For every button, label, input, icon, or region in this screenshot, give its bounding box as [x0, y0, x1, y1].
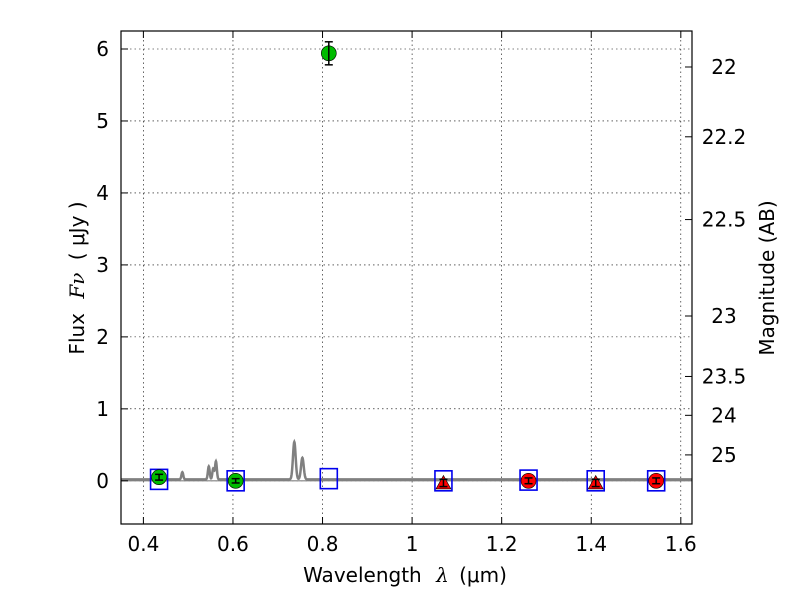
upper-limit-errorbar-2 [591, 478, 600, 488]
model-box-1 [226, 470, 245, 492]
grid-lines [121, 31, 692, 524]
y2-tick-label-6: 25 [711, 443, 736, 467]
model-box-5 [586, 470, 606, 492]
model-box-0 [149, 468, 169, 491]
model-box-4 [519, 469, 538, 491]
detection-errorbar-1 [231, 477, 240, 484]
y2-tick-label-3: 23 [711, 304, 736, 328]
x-tick-label-0: 0.4 [127, 532, 159, 556]
plot-frame [120, 30, 693, 525]
y2-tick-label-0: 22 [711, 55, 736, 79]
model-box-3 [434, 470, 453, 492]
upper-limit-errorbar-3 [652, 477, 661, 485]
x-tick-label-2: 0.8 [307, 532, 339, 556]
y2-tick-label-2: 22.5 [702, 208, 747, 232]
x-tick-label-6: 1.6 [665, 532, 697, 556]
y2-tick-label-5: 24 [711, 403, 736, 427]
y-tick-label-6: 6 [96, 37, 109, 61]
model-box-6 [646, 470, 666, 492]
axis-ticks [121, 31, 692, 524]
detection-errorbar-2 [324, 41, 333, 66]
model-box-2 [319, 467, 339, 490]
y2-tick-labels: 22 22.2 22.5 23 23.5 24 25 [702, 55, 747, 467]
model-boxes [149, 467, 666, 492]
y-tick-label-3: 3 [96, 253, 109, 277]
detection-errorbar-0 [155, 473, 164, 481]
x-tick-label-5: 1.4 [575, 532, 607, 556]
y-axis-label: Flux Fν ( μJy ) [65, 201, 89, 354]
y-tick-label-2: 2 [96, 325, 109, 349]
y-tick-label-4: 4 [96, 181, 109, 205]
photometry-points [151, 41, 664, 490]
y2-axis-label: Magnitude (AB) [755, 200, 779, 355]
x-tick-labels: 0.4 0.6 0.8 1 1.2 1.4 1.6 [127, 532, 696, 556]
y-tick-label-5: 5 [96, 109, 109, 133]
x-tick-label-1: 0.6 [217, 532, 249, 556]
upper-limit-errorbar-0 [439, 478, 448, 488]
x-tick-label-4: 1.2 [486, 532, 518, 556]
y2-tick-label-1: 22.2 [702, 125, 747, 149]
x-axis-label: Wavelength λ (μm) [303, 563, 507, 587]
y-tick-label-1: 1 [96, 397, 109, 421]
y2-tick-label-4: 23.5 [702, 364, 747, 388]
y-tick-labels: 0 1 2 3 4 5 6 [96, 37, 109, 493]
x-tick-label-3: 1 [406, 532, 419, 556]
upper-limit-errorbar-1 [524, 477, 533, 485]
y-tick-label-0: 0 [96, 469, 109, 493]
